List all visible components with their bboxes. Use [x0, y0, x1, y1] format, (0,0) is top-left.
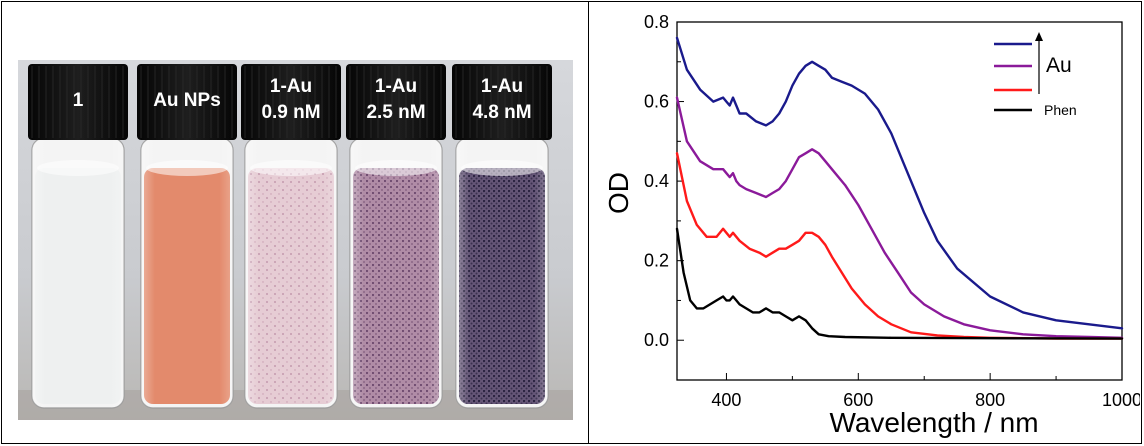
- vial-label: 1: [73, 90, 84, 111]
- vial: 1-Au 2.5 nM: [346, 64, 446, 409]
- y-tick-label: 0.4: [644, 171, 669, 191]
- vial-shine: [245, 138, 337, 408]
- vial-shine: [456, 138, 548, 408]
- y-axis-label: OD: [603, 172, 634, 214]
- vial-shine: [350, 138, 442, 408]
- x-tick-label: 600: [843, 390, 873, 410]
- vials-photo: 1 Au NPs 1-Au 0.9 nM 1-Au 2.5 nM 1-Au 4.8 nM: [18, 60, 573, 420]
- vial-label: 0.9 nM: [261, 102, 320, 123]
- vial-label: 2.5 nM: [366, 102, 425, 123]
- vial-label: 4.8 nM: [472, 102, 531, 123]
- vial-label: 1-Au: [481, 76, 523, 97]
- x-axis-label: Wavelength / nm: [829, 407, 1038, 438]
- x-tick-label: 1000: [1102, 390, 1140, 410]
- y-tick-label: 0.6: [644, 92, 669, 112]
- legend-label: Phen: [1044, 102, 1077, 118]
- y-tick-label: 0.2: [644, 251, 669, 271]
- vial: Au NPs: [137, 64, 237, 409]
- vial-label: 1-Au: [270, 76, 312, 97]
- legend-arrow-head: [1035, 32, 1043, 41]
- y-tick-label: 0.8: [644, 12, 669, 32]
- series-line-blue: [675, 36, 1124, 330]
- series-line-black: [675, 227, 1124, 340]
- vial-shine: [141, 138, 233, 408]
- series-line-purple: [675, 96, 1124, 339]
- plot-frame: [676, 21, 1123, 381]
- vial-label: 1-Au: [375, 76, 417, 97]
- vial-label: Au NPs: [153, 90, 221, 111]
- series-line-red: [675, 152, 1124, 340]
- panel-divider: [588, 1, 589, 444]
- vial: 1-Au 0.9 nM: [241, 64, 341, 409]
- legend-arrow-label: Au: [1046, 54, 1072, 77]
- x-tick-label: 800: [975, 390, 1005, 410]
- vial: 1-Au 4.8 nM: [452, 64, 552, 409]
- od-spectrum-chart: 400 600 800 1000 0.0 0.2 0.4 0.6 0.8 Phen Au Wave…: [603, 12, 1140, 438]
- vial: 1: [28, 64, 128, 409]
- y-tick-label: 0.0: [644, 330, 669, 350]
- vial-shine: [32, 138, 124, 408]
- x-tick-label: 400: [711, 390, 741, 410]
